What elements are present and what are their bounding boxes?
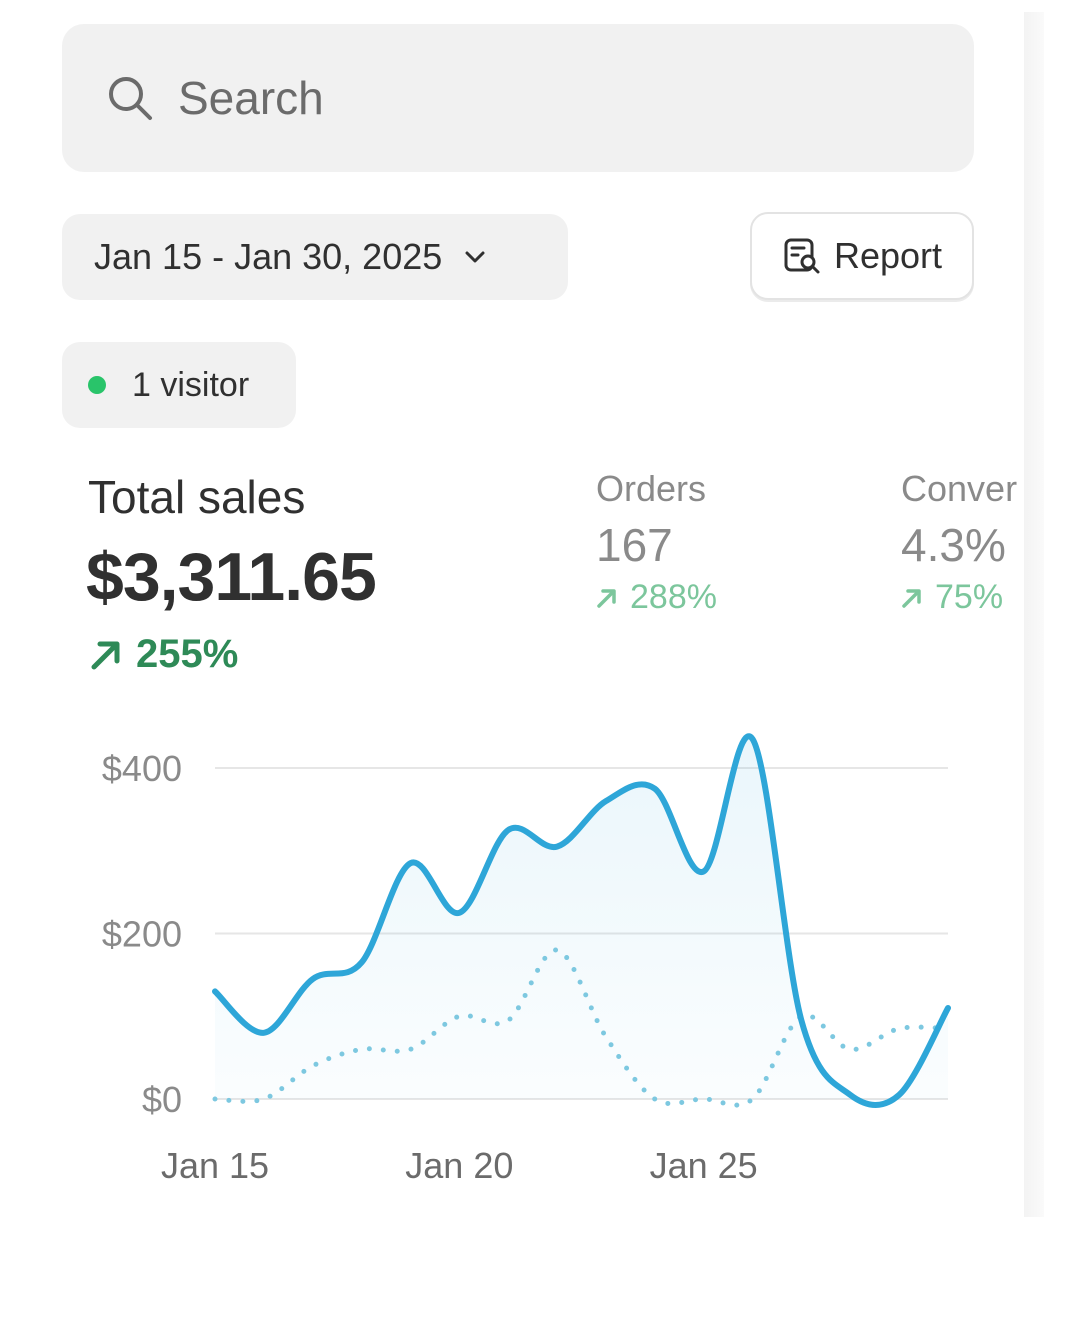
arrow-up-right-icon — [902, 588, 921, 608]
conversion-value: 4.3% — [901, 519, 1006, 571]
sales-area — [215, 736, 948, 1105]
x-tick-label: Jan 15 — [161, 1145, 269, 1186]
report-search-icon — [784, 238, 820, 274]
comparison-series-line — [212, 947, 951, 1108]
orders-change-value: 288% — [630, 578, 717, 616]
total-sales-change-value: 255% — [136, 632, 239, 676]
conversion-label: Conver — [901, 468, 1018, 509]
search-bar[interactable] — [62, 23, 974, 173]
arrow-up-right-icon — [91, 641, 120, 669]
orders-label: Orders — [596, 468, 707, 509]
scroll-edge — [1024, 12, 1044, 1217]
conversion-change-value: 75% — [935, 578, 1004, 616]
total-sales-change: 255% — [88, 632, 238, 677]
date-range-label: Jan 15 - Jan 30, 2025 — [94, 236, 443, 277]
y-tick-label: $400 — [102, 748, 182, 789]
search-input[interactable] — [176, 23, 974, 173]
report-label: Report — [833, 235, 943, 276]
live-visitors-badge[interactable]: 1 visitor — [62, 342, 296, 428]
live-dot-icon — [88, 376, 106, 394]
visitors-label: 1 visitor — [132, 365, 250, 404]
orders-value: 167 — [596, 519, 673, 571]
sales-series-line — [212, 733, 951, 1108]
arrow-up-right-icon — [597, 588, 616, 608]
chevron-down-icon — [465, 251, 485, 263]
conversion-change: 75% — [901, 578, 1003, 617]
sales-line-chart: $0 $200 $400 Jan 15 Jan 20 Jan 25 — [102, 733, 951, 1186]
search-icon — [109, 77, 152, 120]
date-range-button[interactable]: Jan 15 - Jan 30, 2025 — [62, 214, 568, 300]
y-tick-label: $0 — [142, 1079, 182, 1120]
total-sales-value: $3,311.65 — [86, 539, 377, 615]
total-sales-label: Total sales — [88, 471, 306, 523]
x-tick-label: Jan 20 — [405, 1145, 513, 1186]
report-button[interactable]: Report — [750, 212, 974, 300]
y-tick-label: $200 — [102, 914, 182, 955]
orders-change: 288% — [596, 578, 717, 617]
x-tick-label: Jan 25 — [650, 1145, 758, 1186]
